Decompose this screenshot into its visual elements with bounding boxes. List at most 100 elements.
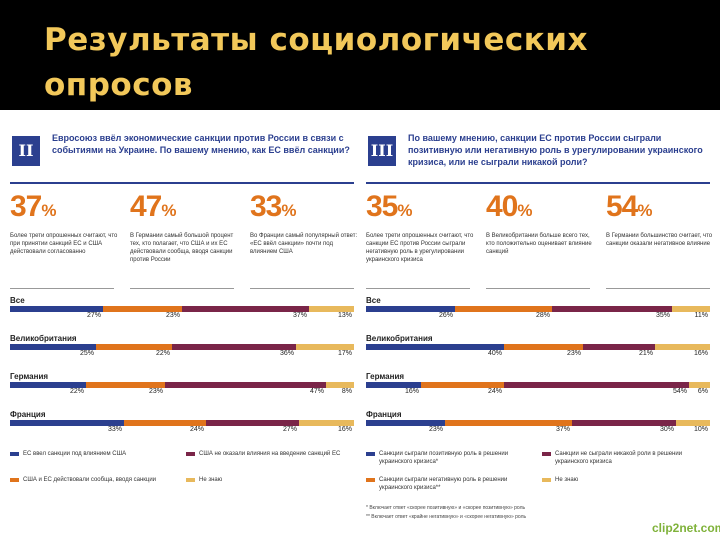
segment-value-label: 22% <box>155 350 170 357</box>
legend-swatch <box>10 478 19 482</box>
country-label: Все <box>366 296 381 305</box>
stat-number: 40% <box>486 192 596 226</box>
legend-swatch <box>186 452 195 456</box>
stat-description: Более трети опрошенных считают, что при … <box>10 233 118 255</box>
footnote: * Включает ответ «скорее позитивную» и «… <box>366 505 526 511</box>
stat-underline <box>366 288 470 289</box>
stat-number: 47% <box>130 192 240 226</box>
stacked-bar <box>366 382 710 388</box>
footnote: ** Включает ответ «крайне негативную» и … <box>366 514 527 520</box>
stat-number: 35% <box>366 192 476 226</box>
bar-segment <box>299 420 354 426</box>
divider <box>366 182 710 184</box>
percent-sign: % <box>517 201 532 220</box>
legend: ЕС ввел санкции под влиянием США США и ЕС… <box>10 450 354 498</box>
stat-description: В Германии большинство считает, что санк… <box>606 233 713 247</box>
legend-label: Санкции не сыграли никакой роли в решени… <box>555 451 683 465</box>
bar-segment <box>165 382 326 388</box>
stat-description: Во Франции самый популярный ответ: «ЕС в… <box>250 233 358 255</box>
bar-segment <box>655 344 710 350</box>
country-bar-group: Все 26% 28% 35% 11% <box>366 296 710 332</box>
bar-segment <box>504 344 583 350</box>
key-stat: 40% В Великобритании больше всего тех, кт… <box>486 192 596 289</box>
stat-number: 33% <box>250 192 360 226</box>
survey-panel-2: III По вашему мнению, санкции ЕС против Р… <box>366 128 712 520</box>
country-bar-group: Германия 22% 23% 47% 8% <box>10 372 354 408</box>
bar-segment <box>455 306 552 312</box>
slide-header: Результаты социологических опросов <box>0 0 720 110</box>
segment-value-label: 37% <box>292 312 307 319</box>
bar-segment <box>326 382 354 388</box>
stat-number: 54% <box>606 192 716 226</box>
stat-underline <box>250 288 354 289</box>
legend-label: Санкции сыграли негативную роль в решени… <box>379 477 508 491</box>
stat-underline <box>10 288 114 289</box>
percent-sign: % <box>41 201 56 220</box>
bar-segment <box>124 420 206 426</box>
legend-swatch <box>542 478 551 482</box>
stat-number: 37% <box>10 192 120 226</box>
country-label: Все <box>10 296 25 305</box>
legend-label: Санкции сыграли позитивную роль в решени… <box>379 451 509 465</box>
divider <box>10 182 354 184</box>
bar-segment <box>10 306 103 312</box>
segment-value-label: 47% <box>309 388 324 395</box>
segment-value-label: 36% <box>279 350 294 357</box>
legend-label: Не знаю <box>199 477 223 483</box>
bar-segment <box>672 306 710 312</box>
stat-underline <box>486 288 590 289</box>
stat-value: 33 <box>250 190 282 223</box>
bar-segment <box>445 420 572 426</box>
stat-description: В Великобритании больше всего тех, кто п… <box>486 233 592 255</box>
legend-label: ЕС ввел санкции под влиянием США <box>23 451 127 457</box>
segment-value-label: 30% <box>659 426 674 433</box>
segment-value-label: 8% <box>341 388 352 395</box>
stat-description: В Германии самый большой процент тех, кт… <box>130 233 234 263</box>
bar-segment <box>366 420 445 426</box>
bar-segment <box>96 344 172 350</box>
segment-value-label: 13% <box>337 312 352 319</box>
segment-value-label: 37% <box>555 426 570 433</box>
legend-swatch <box>366 452 375 456</box>
bar-segment <box>689 382 710 388</box>
legend-swatch <box>186 478 195 482</box>
stacked-bar <box>10 344 354 350</box>
segment-value-label: 23% <box>148 388 163 395</box>
bar-segment <box>206 420 299 426</box>
question-header: III По вашему мнению, санкции ЕС против Р… <box>366 128 710 178</box>
country-label: Великобритания <box>10 334 77 343</box>
country-bar-group: Все 27% 23% 37% 13% <box>10 296 354 332</box>
bar-segment <box>366 306 455 312</box>
segment-value-label: 27% <box>86 312 101 319</box>
country-label: Великобритания <box>366 334 433 343</box>
segment-value-label: 33% <box>107 426 122 433</box>
segment-value-label: 16% <box>404 388 419 395</box>
segment-value-label: 16% <box>693 350 708 357</box>
question-text: По вашему мнению, санкции ЕС против Росс… <box>408 133 703 167</box>
survey-panel-1: II Евросоюз ввёл экономические санкции пр… <box>10 128 357 518</box>
bar-segment <box>583 344 655 350</box>
segment-value-label: 28% <box>535 312 550 319</box>
segment-value-label: 24% <box>487 388 502 395</box>
key-stat: 54% В Германии большинство считает, что с… <box>606 192 716 289</box>
bar-segment <box>86 382 165 388</box>
segment-value-label: 40% <box>487 350 502 357</box>
stat-description: Более трети опрошенных считают, что санк… <box>366 233 474 263</box>
legend-label: США не оказали влияния на введение санкц… <box>199 451 341 457</box>
stat-value: 35 <box>366 190 398 223</box>
country-label: Германия <box>10 372 49 381</box>
stat-underline <box>130 288 234 289</box>
footnotes: * Включает ответ «скорее позитивную» и «… <box>366 504 710 522</box>
segment-value-label: 24% <box>189 426 204 433</box>
key-stat: 37% Более трети опрошенных считают, что п… <box>10 192 120 289</box>
stat-value: 37 <box>10 190 42 223</box>
segment-value-label: 11% <box>694 312 709 319</box>
stacked-bar <box>10 420 354 426</box>
segment-value-label: 23% <box>428 426 443 433</box>
bar-segment <box>366 344 504 350</box>
question-number-badge: III <box>368 136 396 166</box>
country-label: Франция <box>10 410 46 419</box>
bar-segment <box>676 420 710 426</box>
segment-value-label: 35% <box>655 312 670 319</box>
segment-value-label: 27% <box>282 426 297 433</box>
